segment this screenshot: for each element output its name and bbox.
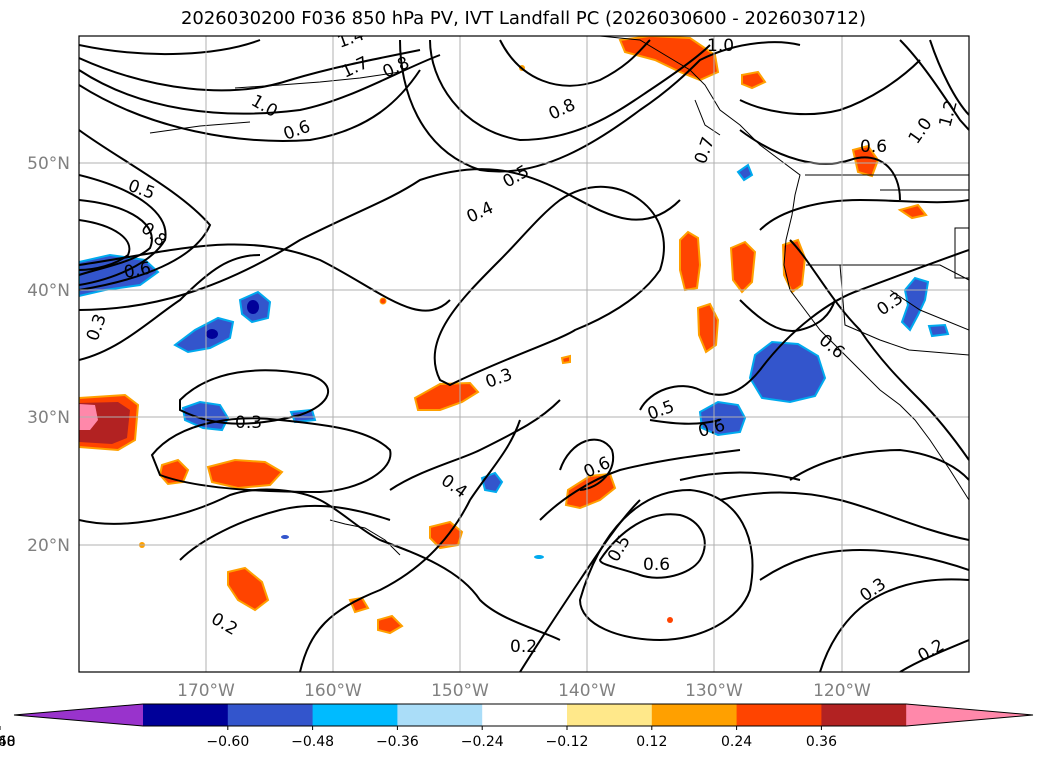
colorbar-tick-label: −0.60 — [206, 734, 249, 750]
contour-label: 0.6 — [860, 137, 887, 157]
colorbar-tick-label: 0.36 — [806, 734, 837, 750]
colorbar-outline — [13, 703, 1034, 727]
colorbar-extend-min — [14, 704, 143, 726]
colorbar-tick-label: −0.48 — [291, 734, 334, 750]
colorbar-segment — [736, 704, 822, 726]
contour-label: 0.6 — [122, 259, 152, 283]
map-title: 2026030200 F036 850 hPa PV, IVT Landfall… — [180, 8, 867, 29]
graticule — [79, 36, 969, 672]
latitude-labels: 50°N 40°N 30°N 20°N — [27, 154, 70, 556]
colorbar-segment — [651, 704, 738, 726]
colorbar-segment — [397, 704, 483, 726]
colorbar-segment — [143, 704, 229, 726]
lon-label-150w: 150°W — [431, 681, 489, 701]
contour-label: 0.2 — [510, 637, 537, 657]
lat-label-50n: 50°N — [27, 154, 70, 174]
longitude-labels: 170°W 160°W 150°W 140°W 130°W 120°W — [177, 681, 871, 701]
colorbar-tick-label: 0.12 — [636, 734, 667, 750]
lon-label-140w: 140°W — [558, 681, 616, 701]
lon-label-120w: 120°W — [813, 681, 871, 701]
lat-label-30n: 30°N — [27, 408, 70, 428]
colorbar-tick-label: −0.12 — [546, 734, 589, 750]
pv-contours — [79, 39, 969, 672]
contour-label: 0.6 — [643, 555, 670, 575]
map-background — [79, 36, 969, 672]
colorbar-segment — [482, 704, 568, 726]
colorbar-tick-label: 0.60 — [0, 734, 16, 750]
lon-label-160w: 160°W — [304, 681, 362, 701]
colorbar-extend-max — [906, 704, 1033, 726]
contour-label: 0.3 — [235, 413, 262, 433]
colorbar-segment — [567, 704, 653, 726]
colorbar-tick-label: −0.24 — [461, 734, 504, 750]
map-frame — [78, 35, 970, 673]
colorbar-segment — [821, 704, 907, 726]
colorbar-segment — [227, 704, 314, 726]
colorbar-tick-label: 0.48 — [0, 734, 16, 750]
lat-label-20n: 20°N — [27, 536, 70, 556]
colorbar-segment — [312, 704, 398, 726]
colorbar: −0.60 −0.48 −0.36 −0.24 −0.12 0.12 0.24 0.36 0.4… — [0, 703, 1034, 750]
lat-label-40n: 40°N — [27, 281, 70, 301]
colorbar-tick-label: 0.24 — [721, 734, 752, 750]
contour-label: 1.0 — [707, 36, 734, 56]
colorbar-tick-label: −0.36 — [376, 734, 419, 750]
lon-label-130w: 130°W — [685, 681, 743, 701]
lon-label-170w: 170°W — [177, 681, 235, 701]
